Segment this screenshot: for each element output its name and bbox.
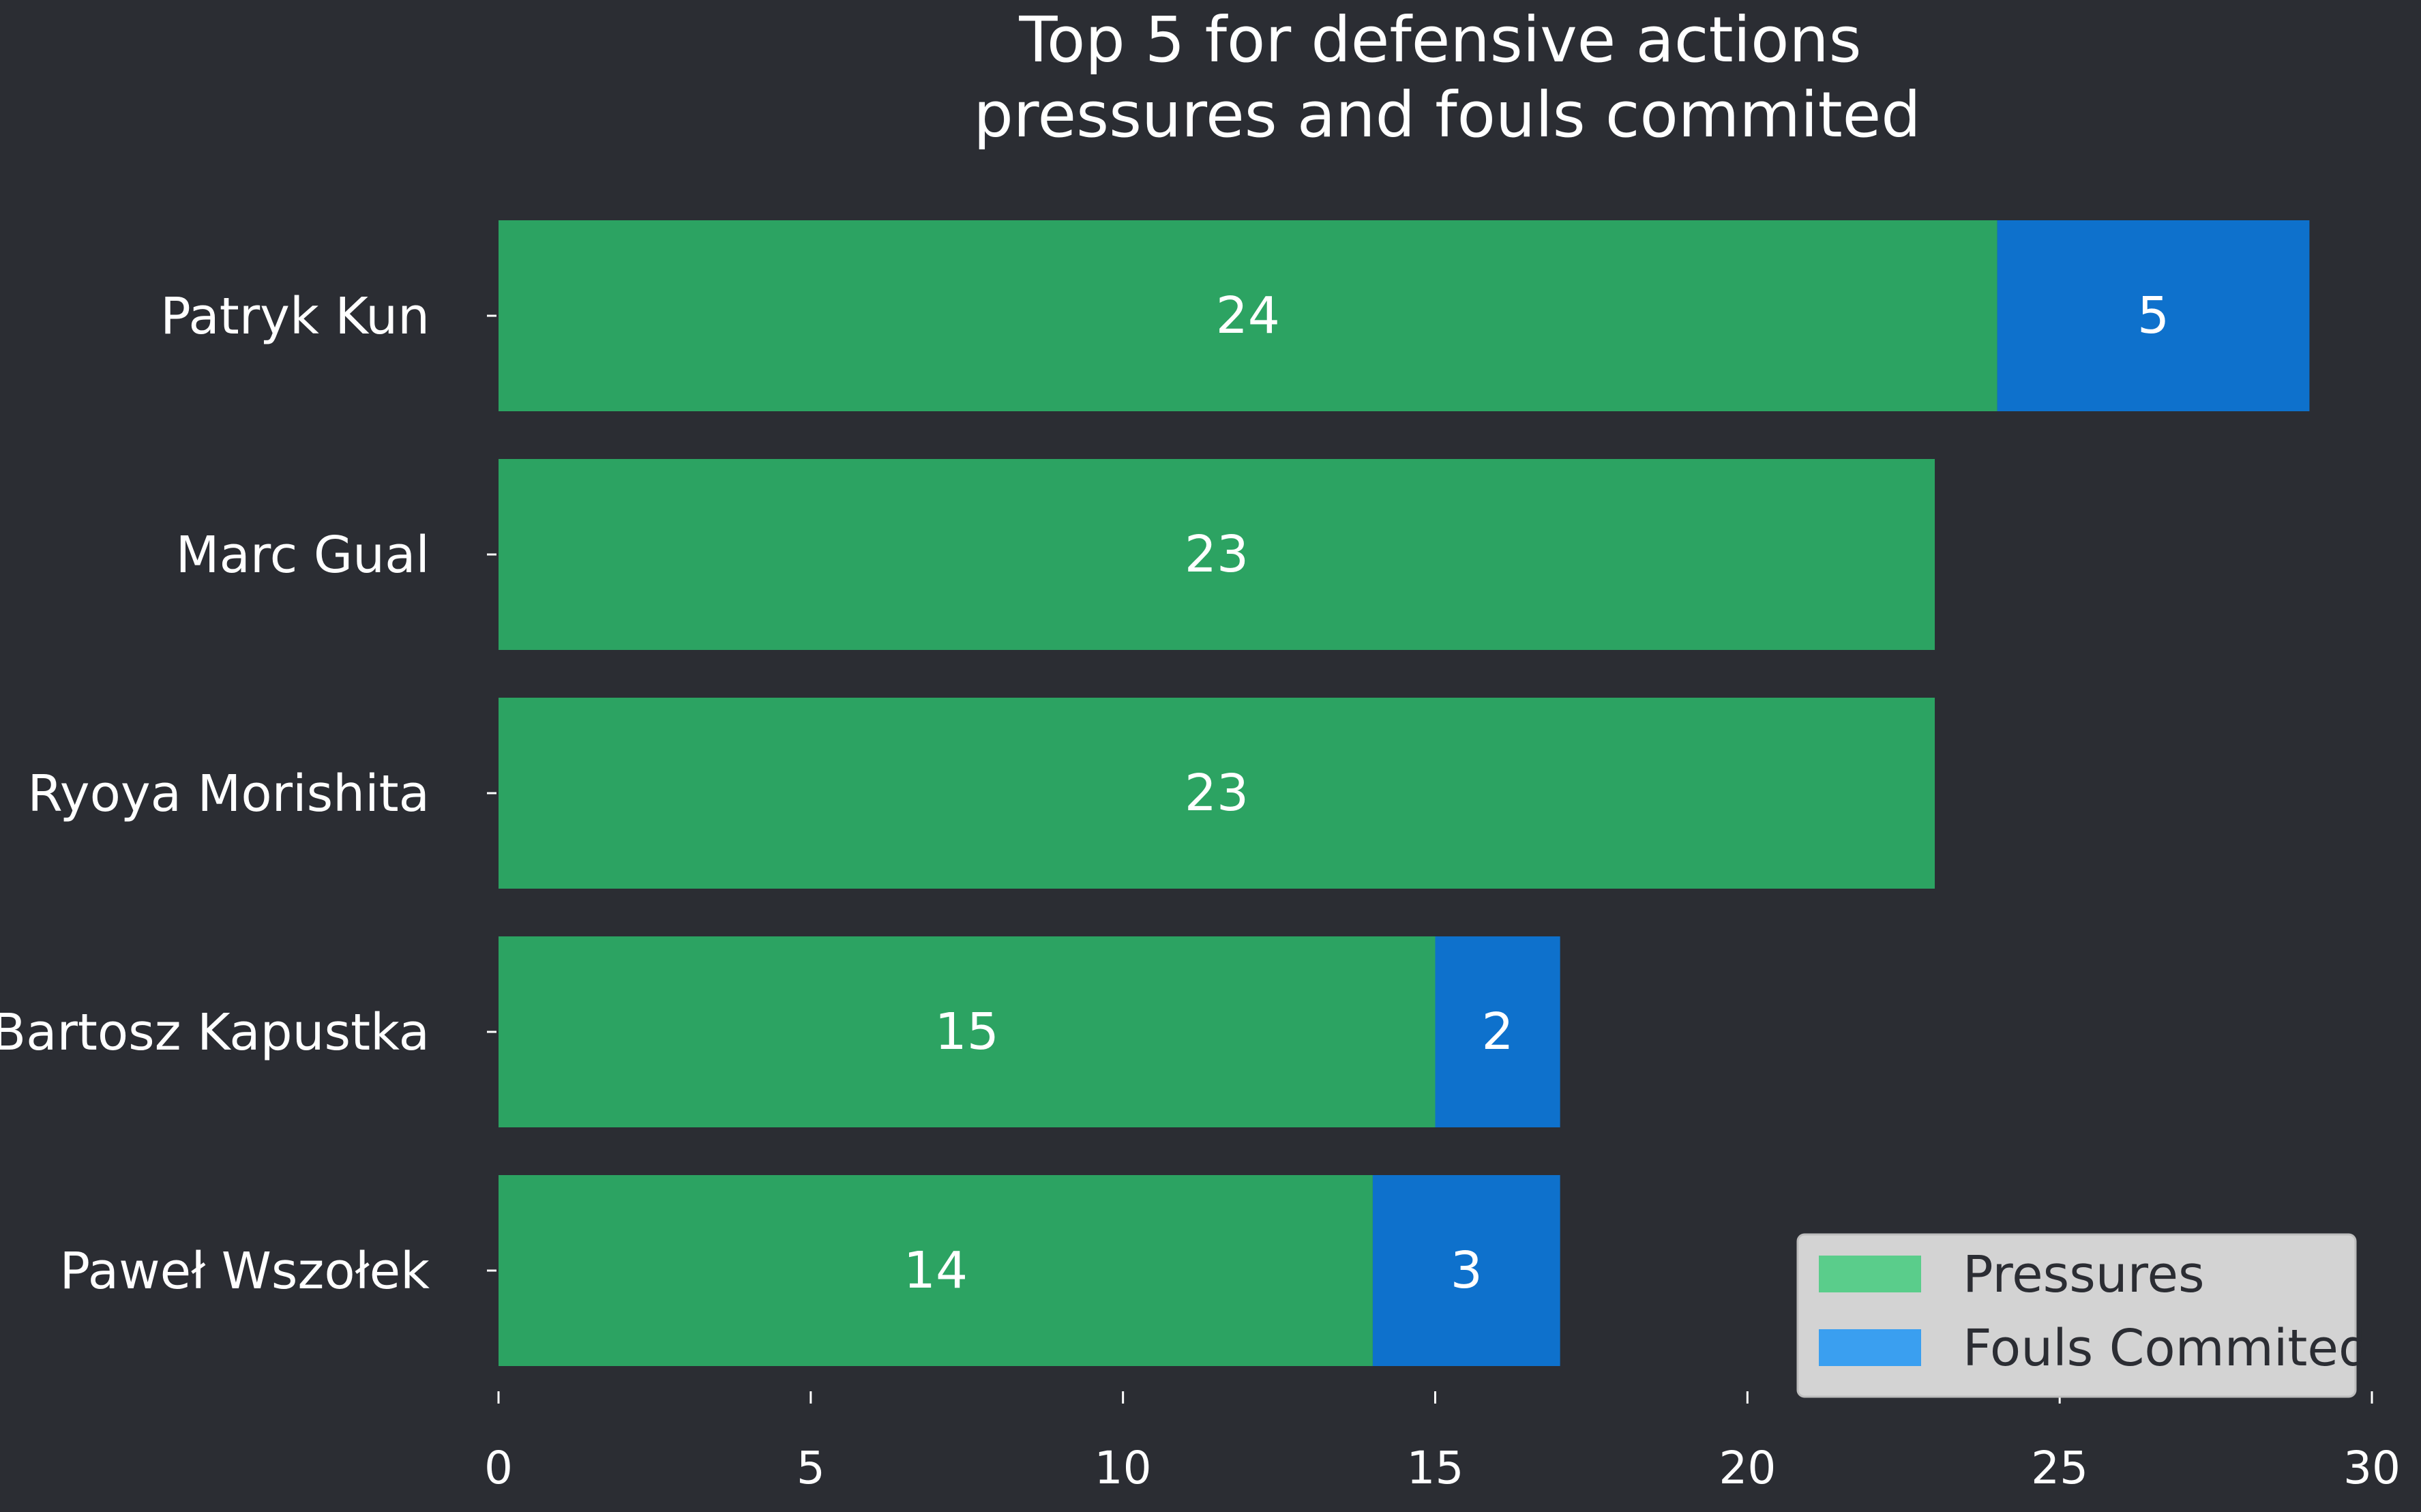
bar-fouls-commited-3 — [1435, 936, 1560, 1127]
data-label-fouls-commited-0: 5 — [2137, 286, 2169, 345]
chart-title-line-2: pressures and fouls commited — [973, 78, 1920, 151]
x-tick-label-1: 5 — [797, 1442, 825, 1494]
data-label-pressures-4: 14 — [904, 1241, 968, 1300]
bar-pressures-2 — [499, 698, 1935, 889]
y-tick-label-1: Marc Gual — [176, 526, 430, 584]
legend: Pressures Fouls Commited — [1796, 1233, 2371, 1398]
x-axis-ticks: 0 5 10 15 20 25 30 — [484, 1391, 2401, 1494]
y-tick-label-0: Patryk Kun — [160, 287, 430, 346]
x-tick-label-6: 30 — [2343, 1442, 2401, 1494]
legend-label-fouls-commited: Fouls Commited — [1963, 1319, 2371, 1378]
data-label-pressures-1: 23 — [1185, 525, 1249, 584]
bar-pressures-1 — [499, 459, 1935, 650]
legend-box — [1796, 1233, 2357, 1398]
bar-fouls-commited-4 — [1372, 1175, 1560, 1366]
legend-swatch-pressures — [1819, 1256, 1921, 1292]
y-axis-labels: Patryk Kun Marc Gual Ryoya Morishita Bartos… — [0, 287, 496, 1301]
data-label-pressures-2: 23 — [1185, 764, 1249, 822]
data-label-pressures-3: 15 — [935, 1003, 999, 1061]
bars-layer: 24 5 23 23 15 2 14 3 — [499, 220, 2310, 1366]
legend-swatch-fouls-commited — [1819, 1329, 1921, 1366]
y-tick-label-3: Bartosz Kapustka — [0, 1003, 430, 1062]
bar-pressures-0 — [499, 220, 1997, 411]
x-tick-label-4: 20 — [1719, 1442, 1776, 1494]
x-tick-label-2: 10 — [1095, 1442, 1152, 1494]
y-tick-label-2: Ryoya Morishita — [27, 765, 430, 823]
bar-pressures-3 — [499, 936, 1436, 1127]
y-tick-label-4: Paweł Wszołek — [60, 1242, 430, 1301]
x-tick-label-3: 15 — [1407, 1442, 1464, 1494]
bar-fouls-commited-0 — [1997, 220, 2310, 411]
x-tick-label-0: 0 — [484, 1442, 513, 1494]
legend-label-pressures: Pressures — [1963, 1245, 2205, 1304]
chart-title-line-1: Top 5 for defensive actions — [1018, 3, 1861, 76]
x-tick-label-5: 25 — [2031, 1442, 2088, 1494]
data-label-fouls-commited-4: 3 — [1451, 1241, 1483, 1300]
bar-pressures-4 — [499, 1175, 1373, 1366]
data-label-pressures-0: 24 — [1216, 286, 1280, 345]
data-label-fouls-commited-3: 2 — [1482, 1003, 1514, 1061]
